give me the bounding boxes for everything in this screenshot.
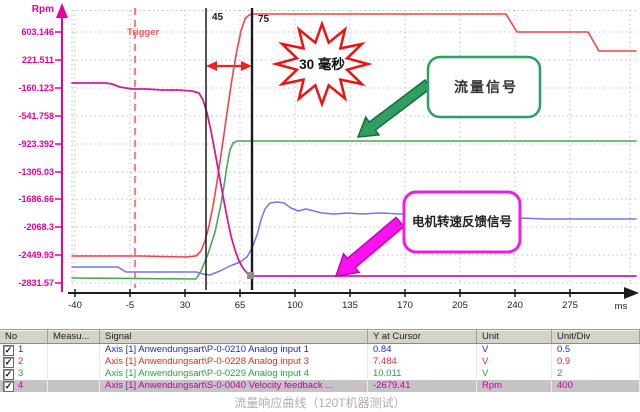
signal-cell: Axis [1] Anwendungsart\P-0-0229 Analog i…: [100, 368, 368, 380]
y-tick-label: -1686.66: [18, 194, 54, 204]
trigger-label: Trigger: [127, 27, 160, 38]
y-axis: Rpm 603.146 221.511 -160.123 -541.758 -923.3…: [18, 3, 68, 292]
x-tick-label: 170: [397, 300, 413, 311]
unit-cell: V: [477, 356, 552, 368]
x-tick-label: 65: [235, 300, 246, 311]
y-tick-label: -2831.57: [18, 278, 54, 288]
y-at-cursor-cell: 10.011: [368, 368, 477, 380]
x-tick-label: 30: [180, 300, 191, 311]
y-tick-label: -160.123: [18, 83, 54, 93]
header-no[interactable]: No: [0, 330, 48, 343]
burst-shape: [271, 20, 373, 108]
motor-arrow: [334, 216, 405, 277]
burst-annotation: 30 毫秒: [271, 20, 373, 108]
x-axis: ms -40 -5 30 65 100 135 170 205 240 275: [68, 287, 639, 312]
header-unit[interactable]: Unit: [477, 330, 552, 343]
measure-cell: [48, 368, 100, 380]
motor-feedback-label: 电机转速反馈信号: [412, 214, 512, 229]
cursor-2-label: 75: [258, 14, 270, 25]
unit-cell: Rpm: [477, 380, 552, 392]
table-header: No Measu... Signal Y at Cursor Unit Unit…: [0, 330, 640, 344]
cursor-2[interactable]: 75: [250, 8, 270, 290]
x-tick-label: -5: [126, 300, 134, 311]
y-tick-label: 221.511: [22, 55, 54, 65]
y-tick-label: 603.146: [21, 27, 54, 37]
x-tick-label: 135: [342, 300, 358, 311]
header-y-at-cursor[interactable]: Y at Cursor: [368, 330, 477, 343]
trigger-cursor[interactable]: Trigger: [127, 8, 160, 288]
row-number: 1: [18, 344, 24, 355]
x-tick-label: -40: [68, 300, 82, 311]
x-tick-label: 275: [562, 300, 578, 311]
scope-chart: Trigger 45 75 30 毫秒: [18, 3, 639, 312]
figure-caption: 流量响应曲线（120T机器测试）: [234, 396, 406, 410]
cursor-1[interactable]: 45: [205, 8, 224, 290]
row-checkbox[interactable]: ✓: [3, 356, 14, 368]
burst-label: 30 毫秒: [299, 56, 345, 72]
motor-feedback-callout: 电机转速反馈信号: [334, 190, 522, 277]
x-axis-arrowhead: [624, 287, 639, 299]
y-at-cursor-cell: -2679.41: [368, 380, 477, 392]
unit-div-cell: 400: [552, 380, 640, 392]
y-tick-label: -923.392: [18, 139, 54, 149]
measure-cell: [48, 344, 100, 356]
flow-signal-callout: 流量信号: [356, 55, 542, 138]
y-tick-label: -541.758: [18, 111, 54, 121]
y-tick-label: -2068.3: [23, 222, 54, 232]
header-signal[interactable]: Signal: [100, 330, 368, 343]
trace-analog-input-3[interactable]: [71, 13, 637, 258]
x-axis-title: ms: [615, 301, 628, 312]
unit-div-cell: 0.5: [552, 344, 640, 356]
signal-cell: Axis [1] Anwendungsart\P-0-0228 Analog i…: [100, 356, 368, 368]
cursor-intersection-marker[interactable]: [247, 272, 254, 279]
measure-cell: [48, 380, 100, 392]
row-checkbox[interactable]: ✓: [3, 380, 14, 392]
unit-cell: V: [477, 368, 552, 380]
interval-arrow: [206, 61, 252, 71]
row-checkbox[interactable]: ✓: [3, 344, 14, 356]
measure-cell: [48, 356, 100, 368]
unit-cell: V: [477, 344, 552, 356]
y-tick-label: -2449.93: [18, 250, 54, 260]
flow-signal-label: 流量信号: [454, 79, 518, 95]
y-axis-title: Rpm: [32, 4, 54, 15]
table-row[interactable]: ✓ 3 Axis [1] Anwendungsart\P-0-0229 Analo…: [0, 368, 640, 380]
table-row[interactable]: ✓ 1 Axis [1] Anwendungsart\P-0-0210 Analo…: [0, 344, 640, 356]
header-measure[interactable]: Measu...: [48, 330, 100, 343]
unit-div-cell: 0.9: [552, 356, 640, 368]
trace-velocity-feedback[interactable]: [71, 82, 637, 277]
signal-cell: Axis [1] Anwendungsart\S-0-0040 Velocity…: [100, 380, 368, 392]
y-tick-label: -1305.03: [18, 167, 54, 177]
row-number: 2: [18, 356, 24, 367]
header-unit-div[interactable]: Unit/Div: [552, 330, 640, 343]
y-at-cursor-cell: 0.84: [368, 344, 477, 356]
cursor-1-label: 45: [212, 12, 224, 23]
x-tick-label: 240: [507, 300, 523, 311]
x-tick-label: 100: [287, 300, 303, 311]
table-row[interactable]: ✓ 2 Axis [1] Anwendungsart\P-0-0228 Analo…: [0, 356, 640, 368]
table-row-selected[interactable]: ✓ 4 Axis [1] Anwendungsart\S-0-0040 Veloc…: [0, 380, 640, 392]
x-tick-label: 205: [452, 300, 468, 311]
signal-table: No Measu... Signal Y at Cursor Unit Unit…: [0, 329, 640, 392]
row-number: 4: [18, 380, 24, 391]
row-checkbox[interactable]: ✓: [3, 368, 14, 380]
flow-arrow: [356, 78, 433, 138]
unit-div-cell: 2: [552, 368, 640, 380]
y-at-cursor-cell: 7.484: [368, 356, 477, 368]
y-axis-arrowhead: [56, 3, 68, 18]
signal-cell: Axis [1] Anwendungsart\P-0-0210 Analog i…: [100, 344, 368, 356]
row-number: 3: [18, 368, 24, 379]
